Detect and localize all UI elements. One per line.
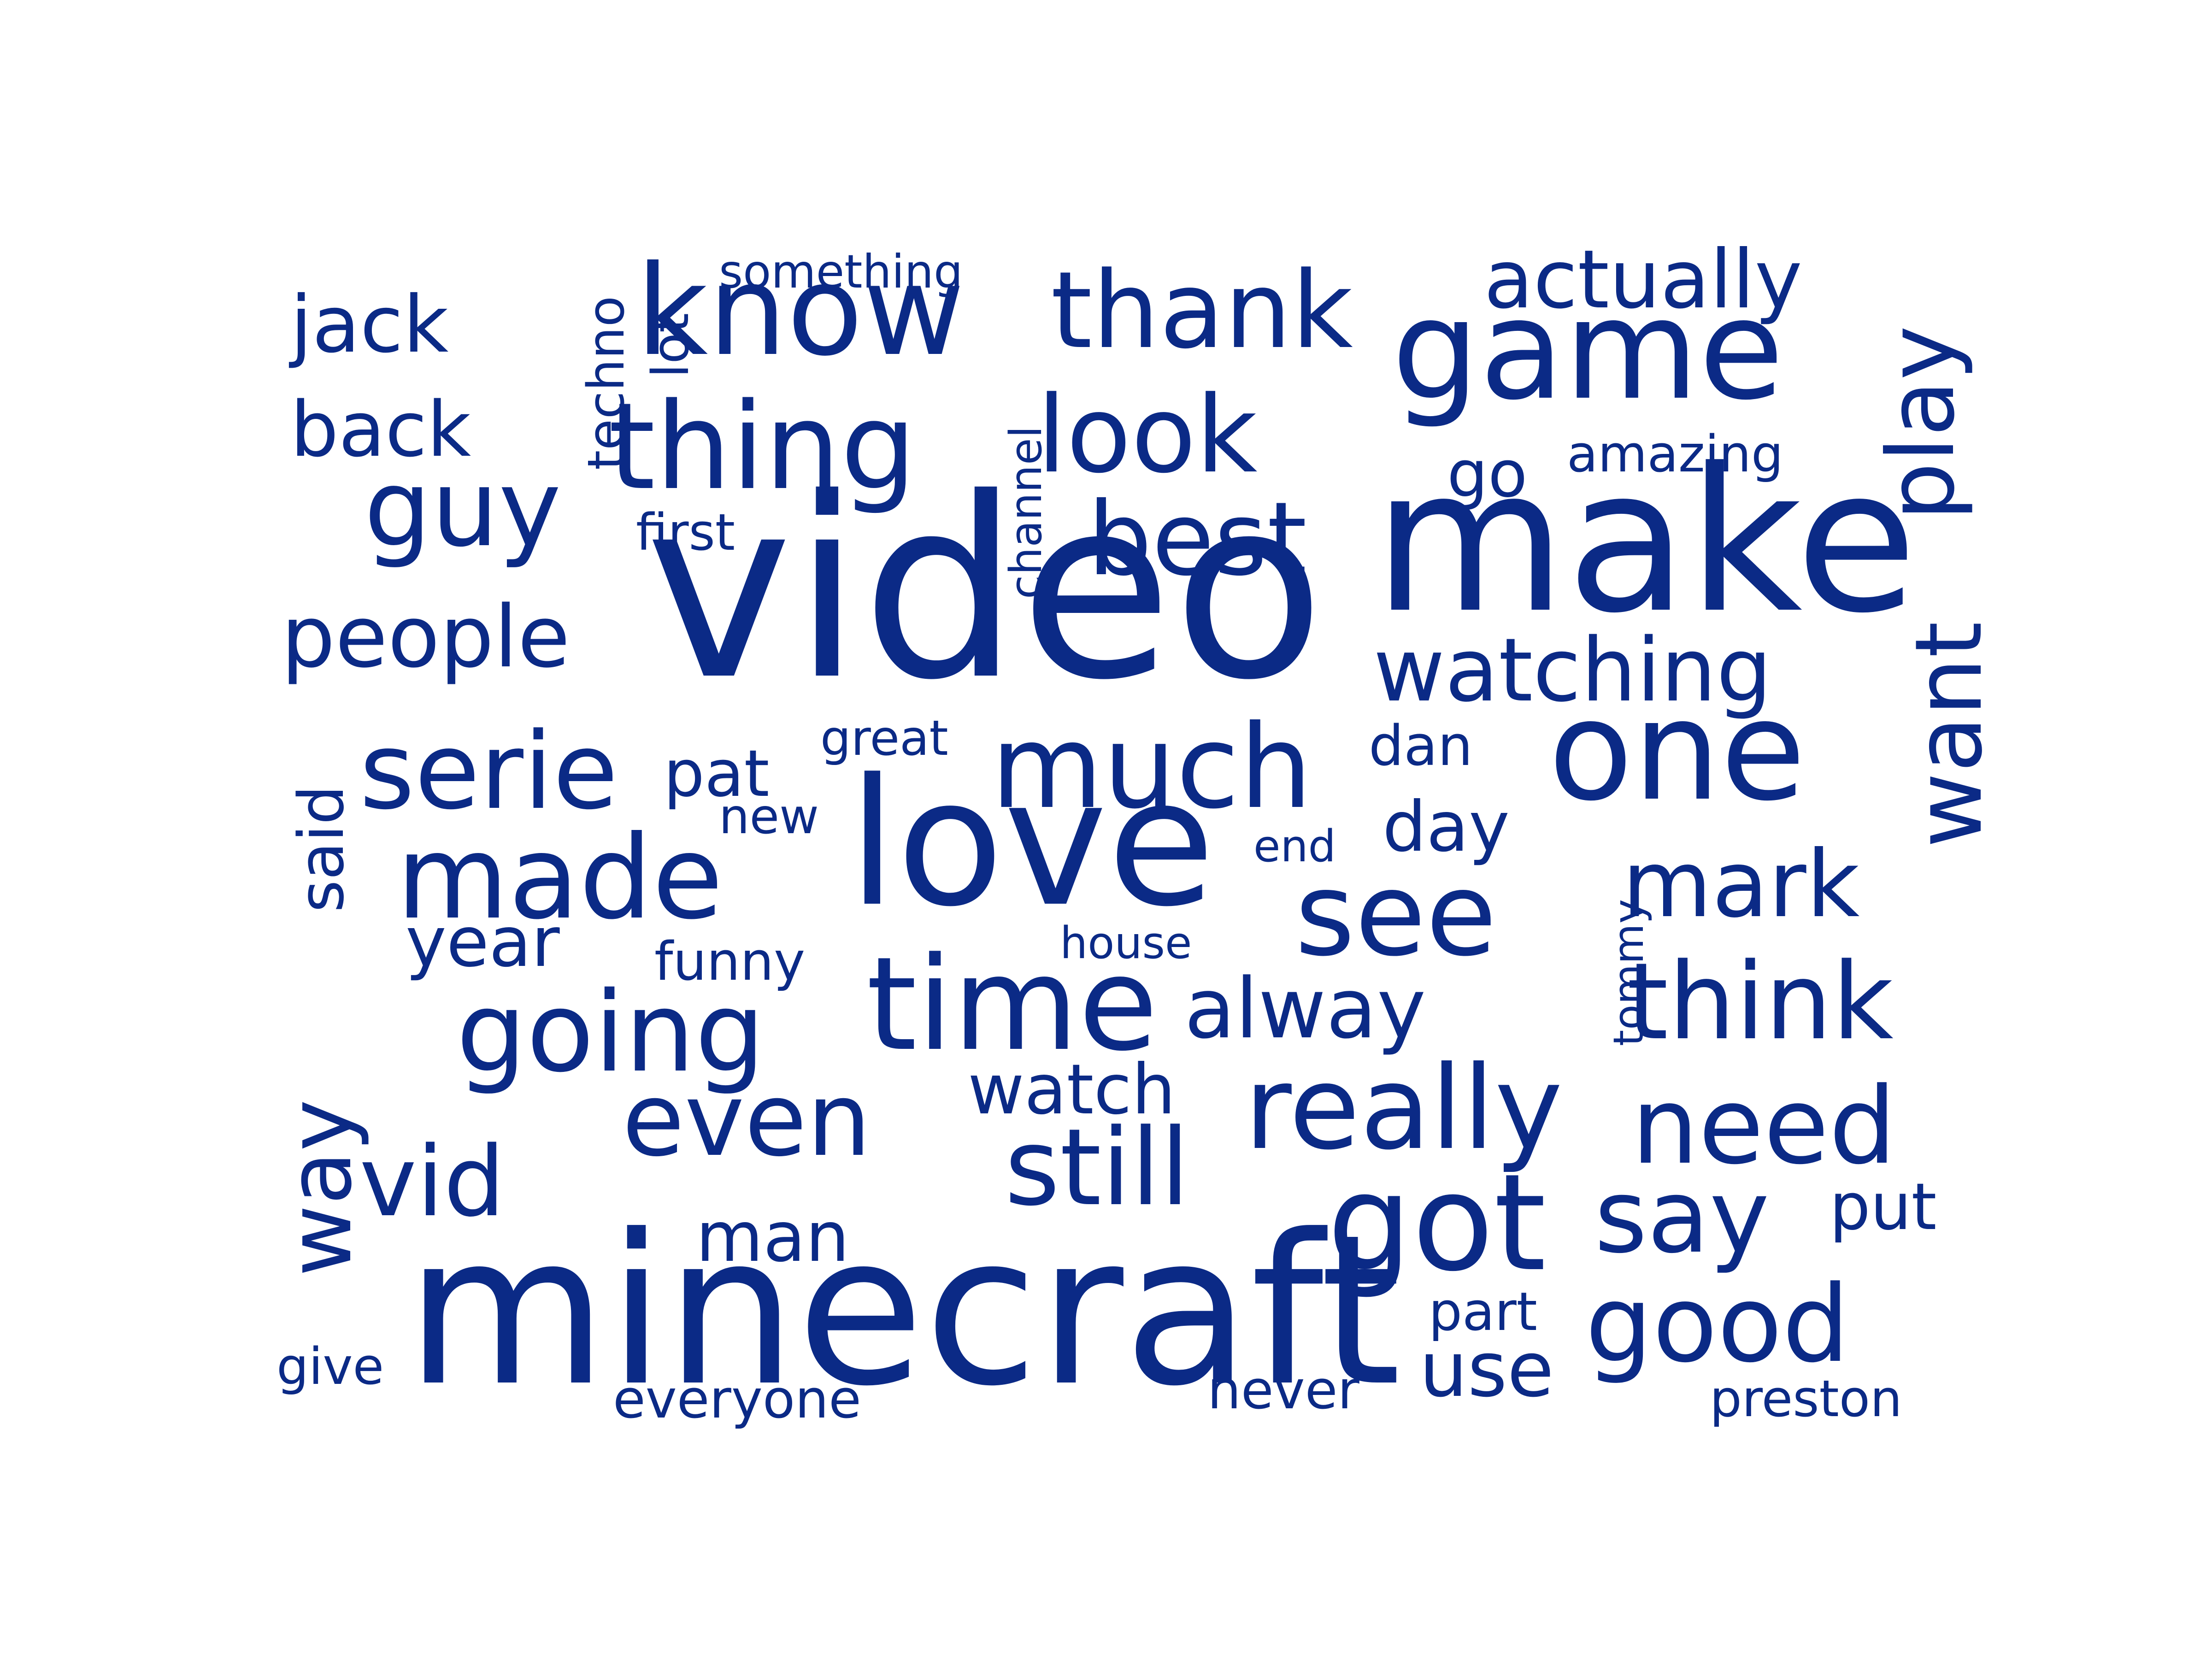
cloud-word: going bbox=[456, 968, 765, 1097]
cloud-word: mark bbox=[1622, 831, 1860, 938]
cloud-word: watching bbox=[1373, 619, 1772, 721]
cloud-word: man bbox=[696, 1197, 850, 1277]
cloud-word: year bbox=[406, 902, 560, 982]
cloud-word: love bbox=[848, 741, 1215, 945]
cloud-word: said bbox=[285, 785, 358, 912]
cloud-word: way bbox=[269, 1099, 371, 1277]
cloud-word: video bbox=[645, 445, 1325, 735]
cloud-word: vid bbox=[359, 1125, 505, 1238]
cloud-word: serie bbox=[359, 710, 618, 833]
cloud-word: made bbox=[396, 811, 724, 945]
cloud-word: go bbox=[1447, 437, 1528, 512]
cloud-word: see bbox=[1295, 847, 1497, 982]
cloud-word: game bbox=[1392, 270, 1784, 430]
cloud-word: funny bbox=[654, 931, 806, 993]
cloud-word: minecraft bbox=[406, 1190, 1401, 1432]
cloud-word: alway bbox=[1184, 961, 1426, 1057]
cloud-word: watch bbox=[968, 1050, 1176, 1130]
cloud-word: amazing bbox=[1567, 424, 1783, 483]
cloud-word: make bbox=[1373, 426, 1918, 657]
cloud-word: use bbox=[1419, 1325, 1554, 1414]
cloud-word: one bbox=[1548, 671, 1806, 831]
cloud-word: even bbox=[622, 1061, 871, 1179]
cloud-word: actually bbox=[1484, 233, 1803, 327]
cloud-word: look bbox=[1037, 374, 1258, 497]
cloud-word: part bbox=[1429, 1281, 1537, 1343]
cloud-word: guy bbox=[364, 447, 561, 571]
cloud-word: thank bbox=[1051, 249, 1353, 372]
cloud-word: house bbox=[1060, 918, 1192, 969]
cloud-word: play bbox=[1868, 325, 1975, 521]
cloud-word: never bbox=[1207, 1359, 1359, 1421]
cloud-word: jack bbox=[290, 279, 449, 371]
cloud-word: good bbox=[1585, 1263, 1850, 1386]
cloud-word: end bbox=[1253, 821, 1336, 872]
cloud-word: back bbox=[290, 385, 471, 474]
cloud-word: think bbox=[1627, 941, 1894, 1064]
cloud-word: something bbox=[719, 245, 963, 299]
cloud-word: say bbox=[1594, 1158, 1770, 1276]
cloud-word: really bbox=[1244, 1041, 1563, 1175]
cloud-word: still bbox=[1005, 1106, 1190, 1230]
cloud-word: much bbox=[991, 700, 1312, 834]
cloud-word: techno bbox=[577, 295, 635, 470]
cloud-word: got bbox=[1327, 1146, 1547, 1301]
cloud-word: everyone bbox=[613, 1369, 861, 1430]
cloud-word: thing bbox=[608, 377, 917, 517]
cloud-word: new bbox=[719, 788, 819, 845]
cloud-word: know bbox=[636, 238, 965, 383]
cloud-word: channel bbox=[1001, 426, 1052, 599]
cloud-word: put bbox=[1830, 1170, 1937, 1245]
cloud-word: people bbox=[281, 587, 571, 687]
cloud-word: preston bbox=[1710, 1369, 1902, 1428]
cloud-word: lot bbox=[641, 313, 700, 378]
cloud-word: best bbox=[1088, 480, 1307, 598]
cloud-word: pat bbox=[664, 736, 770, 812]
cloud-word: day bbox=[1382, 787, 1510, 867]
cloud-word: great bbox=[820, 710, 948, 766]
cloud-word: first bbox=[636, 503, 735, 562]
cloud-word: dan bbox=[1369, 714, 1473, 778]
cloud-word: need bbox=[1631, 1065, 1896, 1188]
cloud-word: want bbox=[1895, 621, 2003, 848]
cloud-word: tommy bbox=[1605, 899, 1653, 1046]
cloud-word: time bbox=[866, 930, 1158, 1080]
cloud-word: give bbox=[276, 1337, 384, 1396]
